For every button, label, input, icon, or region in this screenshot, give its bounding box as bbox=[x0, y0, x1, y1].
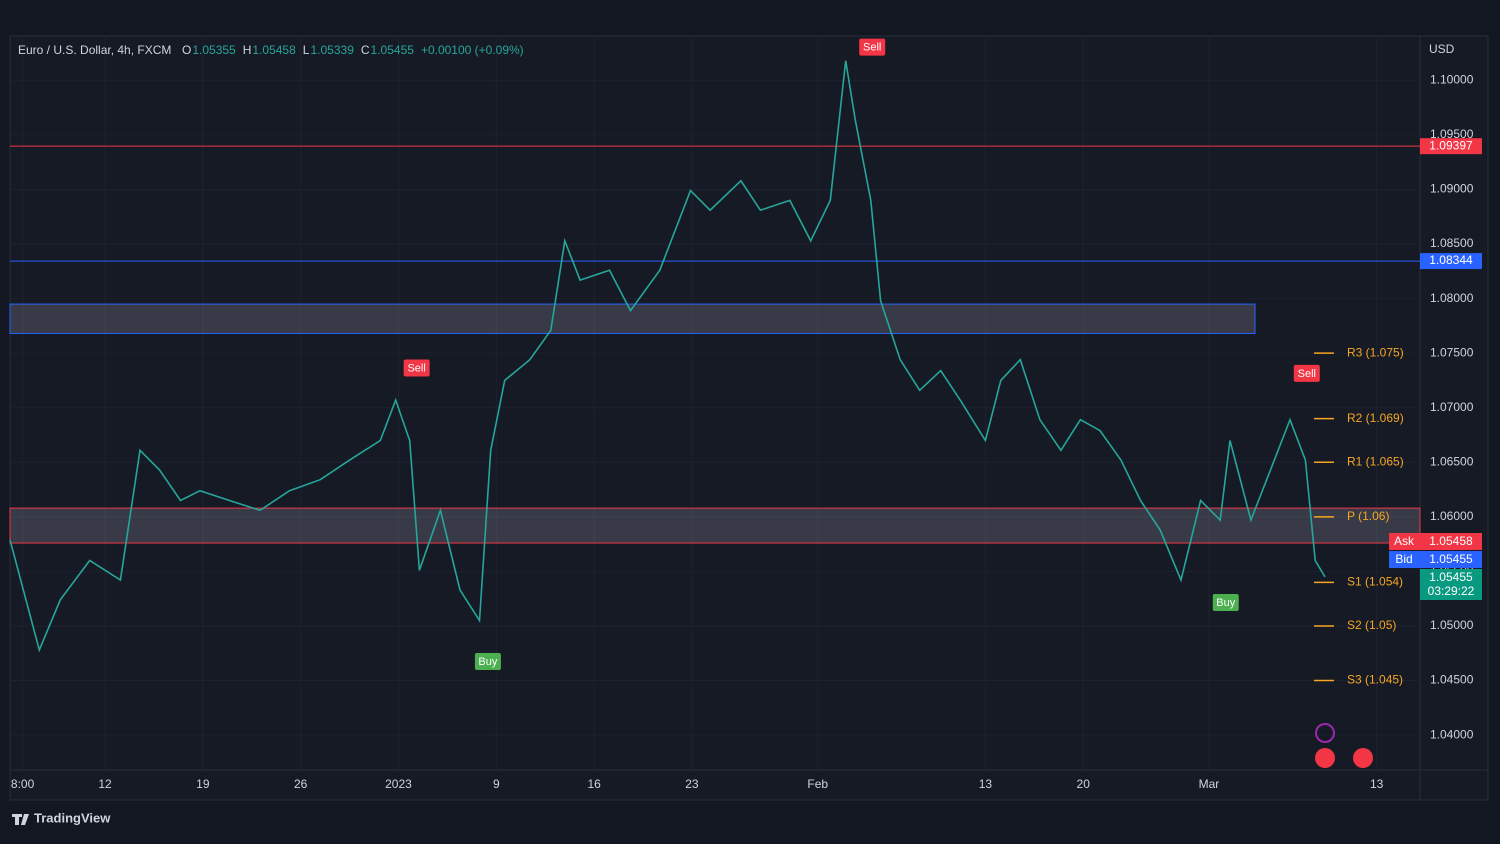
ohlc-key: O bbox=[182, 43, 191, 57]
chart-pane bbox=[9, 35, 1489, 801]
x-tick-label: 9 bbox=[493, 777, 500, 791]
bid-price: 1.05455 bbox=[1429, 552, 1473, 566]
last-box bbox=[1420, 569, 1482, 600]
y-tick-label: 1.09000 bbox=[1430, 182, 1474, 196]
signal-label: Sell bbox=[863, 42, 881, 54]
y-tick-label: 1.07000 bbox=[1430, 400, 1474, 414]
plot-area: 1.040001.045001.050001.055001.060001.065… bbox=[9, 36, 1482, 791]
x-tick-label: 13 bbox=[1370, 777, 1384, 791]
last-price: 1.05455 bbox=[1429, 570, 1473, 584]
y-tick-label: 1.09500 bbox=[1430, 127, 1474, 141]
bid-label: Bid bbox=[1395, 552, 1412, 566]
level-label: 1.08344 bbox=[1429, 253, 1473, 267]
event-flag[interactable] bbox=[1353, 748, 1373, 768]
x-tick-label: Feb bbox=[807, 777, 828, 791]
y-tick-label: 1.08500 bbox=[1430, 236, 1474, 250]
event-flag[interactable] bbox=[1315, 748, 1335, 768]
ohlc-value: 1.05355 bbox=[192, 43, 236, 57]
price-line bbox=[9, 60, 1326, 653]
ask-label: Ask bbox=[1394, 534, 1415, 548]
level-label: 1.09397 bbox=[1429, 138, 1473, 152]
ohlc-key: C bbox=[361, 43, 370, 57]
pivot-label: S1 (1.054) bbox=[1347, 574, 1403, 588]
price-change: +0.00100 (+0.09%) bbox=[421, 43, 524, 57]
ask-box bbox=[1420, 533, 1482, 550]
x-tick-label: 26 bbox=[294, 777, 308, 791]
signal-tag bbox=[859, 38, 886, 56]
pivot-label: R2 (1.069) bbox=[1347, 411, 1404, 425]
x-tick-label: 13 bbox=[979, 777, 993, 791]
bid-box bbox=[1420, 551, 1482, 568]
ask-price: 1.05458 bbox=[1429, 534, 1473, 548]
x-tick-label: 12 bbox=[98, 777, 112, 791]
x-tick-label: 2023 bbox=[385, 777, 412, 791]
pivot-label: S3 (1.045) bbox=[1347, 673, 1403, 687]
bar-countdown: 03:29:22 bbox=[1428, 584, 1475, 598]
y-tick-label: 1.05000 bbox=[1430, 618, 1474, 632]
y-tick-label: 1.08000 bbox=[1430, 291, 1474, 305]
x-tick-label: 16 bbox=[587, 777, 601, 791]
ohlc-value: 1.05455 bbox=[371, 43, 415, 57]
y-tick-label: 1.06000 bbox=[1430, 509, 1474, 523]
y-tick-label: 1.07500 bbox=[1430, 345, 1474, 359]
pivot-label: R3 (1.075) bbox=[1347, 345, 1404, 359]
level-tag bbox=[1420, 253, 1482, 270]
brand-logo bbox=[12, 814, 29, 825]
x-tick-label: 23 bbox=[685, 777, 699, 791]
x-tick-label: 20 bbox=[1077, 777, 1091, 791]
ohlc-key: H bbox=[243, 43, 252, 57]
level-tag bbox=[1420, 138, 1482, 155]
y-tick-label: 1.04000 bbox=[1430, 727, 1474, 741]
pivot-label: P (1.06) bbox=[1347, 509, 1389, 523]
x-tick-label: 19 bbox=[196, 777, 210, 791]
ohlc-value: 1.05458 bbox=[252, 43, 296, 57]
ohlc-value: 1.05339 bbox=[310, 43, 354, 57]
x-tick-label: 8:00 bbox=[11, 777, 35, 791]
event-icon[interactable] bbox=[1315, 723, 1335, 743]
pivot-label: R1 (1.065) bbox=[1347, 454, 1404, 468]
pivot-label: S2 (1.05) bbox=[1347, 618, 1396, 632]
ohlc-legend: O 1.05355 H 1.05458 L 1.05339 C 1.05455 +0.00100… bbox=[182, 43, 524, 57]
signal-tag bbox=[1293, 364, 1320, 382]
currency: USD bbox=[1429, 42, 1455, 56]
signal-label: Sell bbox=[407, 362, 425, 374]
zone bbox=[9, 507, 1421, 544]
y-tick-label: 1.06500 bbox=[1430, 454, 1474, 468]
ask-tag bbox=[1389, 533, 1420, 550]
y-tick-label: 1.10000 bbox=[1430, 73, 1474, 87]
y-tick-label: 1.04500 bbox=[1430, 673, 1474, 687]
bid-tag bbox=[1389, 551, 1420, 568]
signal-tag bbox=[474, 652, 501, 670]
ohlc-key: L bbox=[303, 43, 310, 57]
brand: TradingView bbox=[34, 810, 111, 825]
signal-tag bbox=[403, 359, 430, 377]
signal-tag bbox=[1212, 594, 1239, 612]
symbol-title: Euro / U.S. Dollar, 4h, FXCM bbox=[18, 43, 171, 57]
signal-label: Sell bbox=[1298, 368, 1316, 380]
x-tick-label: Mar bbox=[1199, 777, 1220, 791]
signal-label: Buy bbox=[478, 656, 497, 668]
signal-label: Buy bbox=[1216, 597, 1235, 609]
